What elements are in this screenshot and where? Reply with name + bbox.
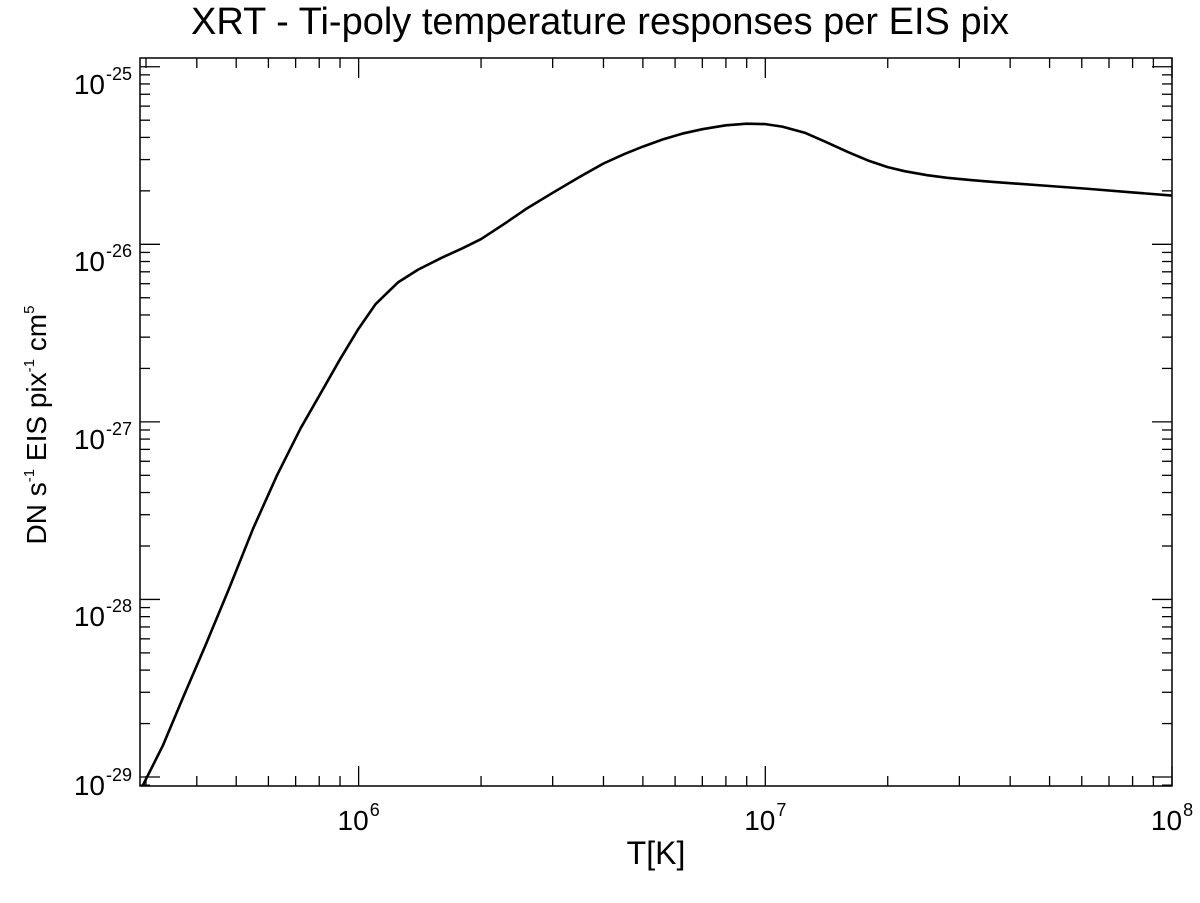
series-line	[141, 122, 1173, 786]
y-tick-label: 10-29	[73, 765, 132, 801]
y-tick-label: 10-28	[73, 596, 132, 633]
minor-ticks	[140, 58, 1172, 786]
x-tick-label: 107	[744, 800, 787, 836]
y-tick-label: 10-25	[73, 63, 132, 100]
y-axis-label: DN s-1 EIS pix-1 cm5	[21, 305, 52, 545]
major-ticks	[140, 58, 1173, 786]
x-tick-label: 108	[1150, 800, 1194, 836]
x-axis-label: T[K]	[626, 835, 686, 871]
x-tick-label: 106	[337, 800, 380, 836]
axes-frame	[139, 57, 1173, 787]
axes-border	[139, 57, 1173, 787]
y-tick-label: 10-26	[73, 241, 132, 278]
y-tick-label: 10-27	[73, 418, 132, 455]
chart-title: XRT - Ti-poly temperature responses per …	[190, 1, 1010, 43]
